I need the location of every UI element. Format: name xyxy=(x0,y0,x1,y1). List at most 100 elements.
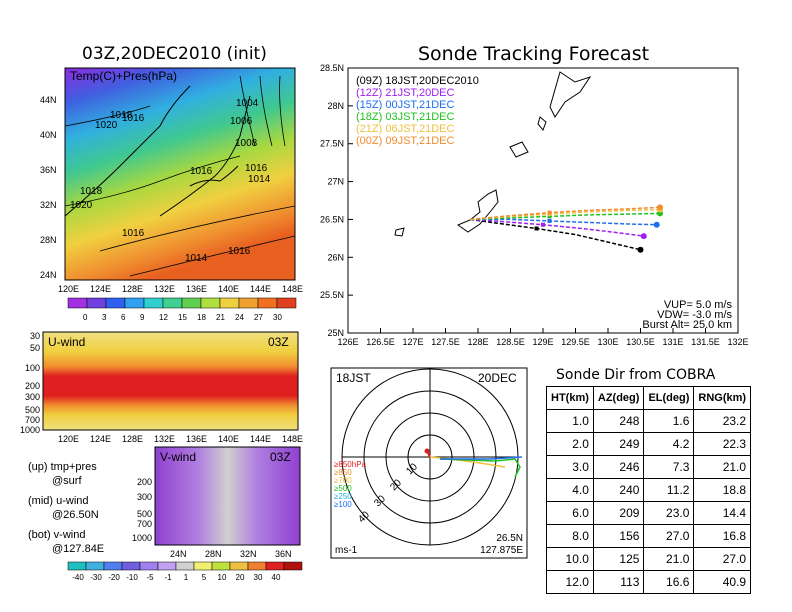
x-tick-label: 126E xyxy=(337,337,358,347)
table-cell: 10.0 xyxy=(546,547,594,571)
legend-entry: (00Z) 09JST,21DEC xyxy=(356,135,454,147)
colorbar-cell xyxy=(265,561,285,571)
v-wind-time: 03Z xyxy=(270,450,291,464)
table-cell: 1.6 xyxy=(643,409,695,433)
colorbar-cell xyxy=(103,561,123,571)
track-line xyxy=(470,206,661,221)
level-label: ≥850 xyxy=(334,468,352,477)
polar-time: 18JST xyxy=(336,371,371,385)
track-point xyxy=(541,222,545,227)
table-cell: 3.0 xyxy=(546,455,594,479)
map-frame xyxy=(64,67,296,281)
track-point xyxy=(534,226,539,231)
colorbar-cell xyxy=(67,297,88,309)
table-cell: 240 xyxy=(592,478,645,502)
level-label: ≥100 xyxy=(334,500,352,509)
small-island xyxy=(509,141,529,158)
lat-tick-label: 36N xyxy=(275,549,292,559)
table-header-row: HT(km) AZ(deg) EL(deg) RNG(km) xyxy=(546,386,752,410)
colorbar-tick: 40 xyxy=(272,573,281,582)
table-row: 6.0 209 23.0 14.4 xyxy=(546,501,752,525)
colorbar-cell xyxy=(67,561,87,571)
hodograph-700 xyxy=(429,456,506,468)
colorbar-cell xyxy=(276,297,297,309)
temperature-colorbar: 0 3 6 9 12 15 18 21 24 27 30 xyxy=(67,297,297,322)
colorbar-cell xyxy=(162,297,183,309)
isobar-label: 1016 xyxy=(228,246,251,257)
colorbar-cell xyxy=(200,297,221,309)
lon-tick-label: 148E xyxy=(282,434,303,444)
track-point xyxy=(547,210,552,215)
isobar-label: 1004 xyxy=(236,98,259,109)
table-row: 10.0 125 21.0 27.0 xyxy=(546,547,752,571)
track-series xyxy=(470,204,663,253)
isobar-label: 1016 xyxy=(190,166,213,177)
table-cell: 246 xyxy=(592,455,645,479)
table-cell: 16.6 xyxy=(643,570,695,594)
pressure-tick: 200 xyxy=(137,477,152,487)
polar-coord-lat: 26.5N xyxy=(496,533,523,544)
legend-entry: (21Z) 06JST,21DEC xyxy=(356,123,454,135)
y-tick-label: 28N xyxy=(327,101,344,111)
colorbar-cell xyxy=(143,297,164,309)
isobar-label: 1014 xyxy=(248,174,271,185)
map-lon-ticks: 120E 124E 128E 132E 136E 140E 144E 148E xyxy=(58,284,303,294)
x-tick-label: 128E xyxy=(467,337,488,347)
hodograph-500 xyxy=(439,458,521,478)
table-cell: 40.9 xyxy=(693,570,752,594)
table-cell: 14.4 xyxy=(693,501,752,525)
small-island xyxy=(537,116,547,131)
isobar-label: 1008 xyxy=(235,138,258,149)
sonde-direction-table: HT(km) AZ(deg) EL(deg) RNG(km) 1.0 248 1.6… xyxy=(546,386,752,594)
x-tick-label: 127E xyxy=(402,337,423,347)
track-line xyxy=(470,218,644,237)
track-point xyxy=(547,214,552,219)
table-row: 8.0 156 27.0 16.8 xyxy=(546,524,752,548)
table-cell: 7.3 xyxy=(643,455,695,479)
wind-colorbar-cells: -40 -30 -20 -10 -5 -1 1 5 10 20 30 40 xyxy=(67,561,303,582)
colorbar-tick: 10 xyxy=(218,573,227,582)
x-tick-label: 127.5E xyxy=(431,337,460,347)
track-axes: 126E 126.5E 127E 127.5E 128E 128.5E 129E 129.5E… xyxy=(320,63,749,347)
colorbar-tick: 20 xyxy=(236,573,245,582)
pressure-tick: 700 xyxy=(137,519,152,529)
lat-tick-label: 44N xyxy=(40,95,57,105)
lon-tick-label: 140E xyxy=(218,284,239,294)
colorbar-cell xyxy=(257,297,278,309)
table-cell: 249 xyxy=(592,432,645,456)
table-cell: 4.2 xyxy=(643,432,695,456)
colorbar-cell xyxy=(181,297,202,309)
note-line: (bot) v-wind xyxy=(28,529,86,541)
lon-tick-label: 128E xyxy=(122,434,143,444)
colorbar-tick: -30 xyxy=(90,573,102,582)
level-label: ≥850hPa xyxy=(334,460,367,469)
table-cell: 21.0 xyxy=(693,455,752,479)
table-cell: 23.0 xyxy=(643,501,695,525)
x-tick-label: 126.5E xyxy=(366,337,395,347)
lat-tick-label: 24N xyxy=(40,270,57,280)
track-title: Sonde Tracking Forecast xyxy=(418,43,650,65)
lon-tick-label: 120E xyxy=(58,434,79,444)
colorbar-tick: 27 xyxy=(254,313,263,322)
track-end-point xyxy=(637,246,644,253)
column-header: HT(km) xyxy=(546,386,594,410)
lon-tick-label: 148E xyxy=(282,284,303,294)
colorbar-tick: -40 xyxy=(72,573,84,582)
note-line: @surf xyxy=(52,475,82,487)
isobar-label: 1006 xyxy=(230,116,253,127)
note-line: @127.84E xyxy=(52,543,105,555)
isobar-label: 1020 xyxy=(95,120,118,131)
note-line: @26.50N xyxy=(52,509,99,521)
colorbar-tick: -10 xyxy=(126,573,138,582)
polar-coord-lon: 127.875E xyxy=(480,545,523,556)
colorbar-tick: -5 xyxy=(146,573,154,582)
colorbar-cell xyxy=(219,297,240,309)
table-cell: 2.0 xyxy=(546,432,594,456)
pressure-tick: 700 xyxy=(25,415,40,425)
hodograph-100 xyxy=(440,456,523,460)
y-tick-label: 27.5N xyxy=(320,139,344,149)
vdw-param: VDW= -3.0 m/s xyxy=(657,309,732,321)
